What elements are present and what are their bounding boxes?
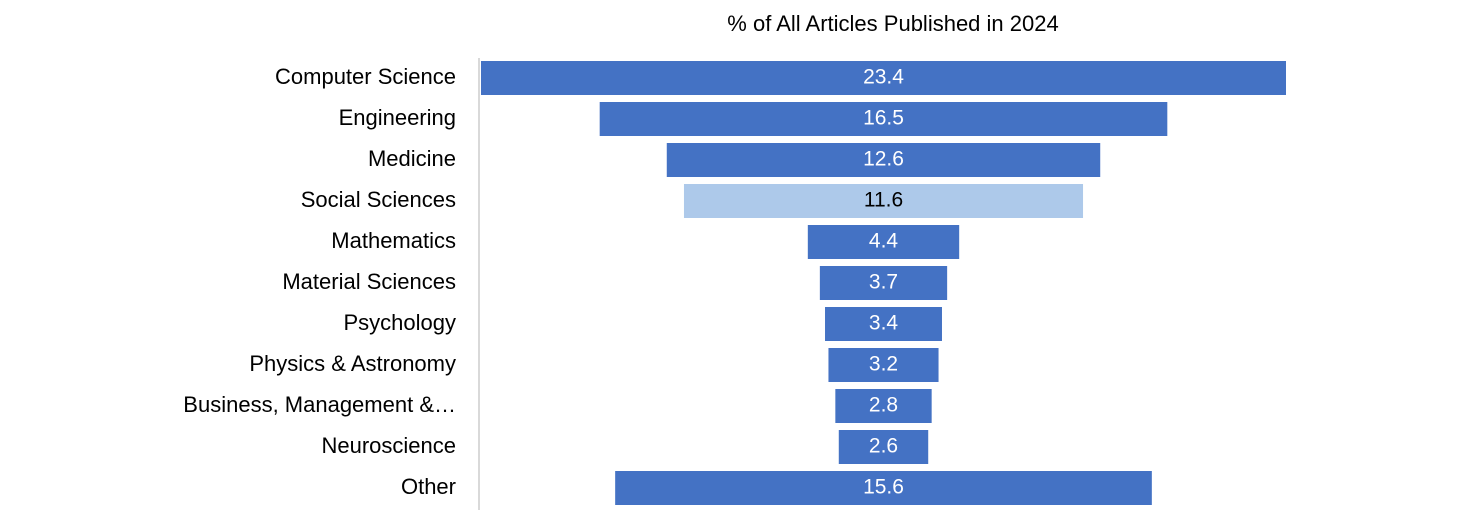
bar	[599, 102, 1168, 136]
category-label: Engineering	[339, 105, 456, 130]
category-label: Computer Science	[275, 64, 456, 89]
data-label: 2.8	[869, 394, 898, 417]
category-label: Material Sciences	[282, 269, 456, 294]
data-label: 3.2	[869, 353, 898, 376]
data-label: 4.4	[869, 230, 899, 253]
category-label: Neuroscience	[321, 433, 456, 458]
data-label: 11.6	[864, 189, 903, 212]
bar	[615, 471, 1152, 505]
data-label: 3.4	[869, 312, 899, 335]
bar	[819, 266, 948, 300]
bar	[828, 348, 939, 382]
category-label: Medicine	[368, 146, 456, 171]
data-label: 16.5	[863, 107, 904, 130]
chart-title: % of All Articles Published in 2024	[727, 11, 1058, 36]
bar	[838, 430, 929, 464]
category-label: Other	[401, 474, 456, 499]
category-label: Business, Management &…	[183, 392, 456, 417]
bar	[835, 389, 932, 423]
data-label: 2.6	[869, 435, 898, 458]
bar	[807, 225, 960, 259]
bar	[683, 184, 1084, 218]
bar	[666, 143, 1101, 177]
data-label: 12.6	[863, 148, 904, 171]
bar	[825, 307, 942, 341]
category-label: Physics & Astronomy	[249, 351, 456, 376]
bar	[481, 61, 1286, 95]
data-label: 3.7	[869, 271, 898, 294]
category-label: Social Sciences	[301, 187, 456, 212]
category-label: Psychology	[343, 310, 456, 335]
data-label: 15.6	[863, 476, 904, 499]
category-label: Mathematics	[331, 228, 456, 253]
data-label: 23.4	[863, 66, 904, 89]
